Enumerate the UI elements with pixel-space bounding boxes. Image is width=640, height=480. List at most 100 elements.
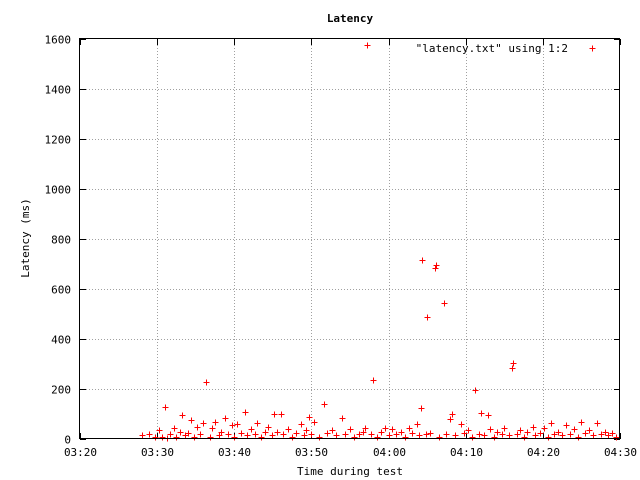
data-point — [436, 434, 443, 441]
data-point — [594, 420, 601, 427]
data-point — [432, 265, 439, 272]
data-point — [347, 426, 354, 433]
data-point — [582, 430, 589, 437]
data-point — [159, 434, 166, 441]
data-point — [324, 430, 331, 437]
legend-label: "latency.txt" using 1:2 — [416, 42, 568, 55]
data-point — [517, 427, 524, 434]
data-point — [234, 421, 241, 428]
data-point — [271, 411, 278, 418]
data-point — [551, 431, 558, 438]
y-tick-label: 600 — [51, 284, 71, 297]
data-point — [374, 434, 381, 441]
data-point — [203, 379, 210, 386]
data-point — [200, 420, 207, 427]
data-point — [362, 425, 369, 432]
y-tick-label: 1200 — [45, 134, 72, 147]
data-point — [398, 429, 405, 436]
y-tick-label: 1600 — [45, 34, 72, 47]
data-point — [329, 427, 336, 434]
data-point — [156, 427, 163, 434]
data-point — [501, 425, 508, 432]
data-point — [321, 401, 328, 408]
data-point — [443, 431, 450, 438]
data-point — [452, 432, 459, 439]
data-point — [609, 430, 616, 437]
data-point — [258, 434, 265, 441]
y-axis-label: Latency (ms) — [19, 198, 32, 277]
data-point — [308, 431, 315, 438]
data-point — [478, 410, 485, 417]
data-point — [449, 411, 456, 418]
data-point — [139, 432, 146, 439]
data-point — [548, 420, 555, 427]
data-point — [207, 434, 214, 441]
data-point — [499, 431, 506, 438]
data-point — [177, 429, 184, 436]
x-tick-label: 03:20 — [64, 446, 97, 459]
data-point — [485, 412, 492, 419]
x-tick-label: 03:50 — [295, 446, 328, 459]
data-point — [571, 426, 578, 433]
legend-marker-plus — [589, 45, 596, 52]
y-tick-label: 0 — [64, 434, 71, 447]
data-point — [242, 409, 249, 416]
x-axis-label: Time during test — [297, 465, 403, 478]
data-point — [465, 427, 472, 434]
y-tick-label: 400 — [51, 334, 71, 347]
data-point — [289, 434, 296, 441]
data-point — [280, 431, 287, 438]
data-point — [173, 434, 180, 441]
data-point — [469, 434, 476, 441]
data-point — [510, 360, 517, 367]
data-point — [238, 430, 245, 437]
data-point — [364, 42, 371, 49]
data-point — [146, 431, 153, 438]
data-point — [389, 426, 396, 433]
legend-marker-icon — [589, 45, 596, 52]
data-point — [537, 430, 544, 437]
data-point — [269, 432, 276, 439]
data-point — [285, 426, 292, 433]
data-point — [386, 432, 393, 439]
data-point — [197, 431, 204, 438]
data-point — [298, 421, 305, 428]
data-point — [360, 429, 367, 436]
data-point — [427, 430, 434, 437]
data-point — [229, 422, 236, 429]
data-point — [248, 426, 255, 433]
data-point — [316, 434, 323, 441]
data-point — [252, 431, 259, 438]
plot-frame — [79, 38, 620, 439]
data-point — [179, 412, 186, 419]
y-tick-label: 800 — [51, 234, 71, 247]
data-point — [602, 429, 609, 436]
data-point — [274, 429, 281, 436]
data-point — [532, 432, 539, 439]
x-tick-label: 04:00 — [373, 446, 406, 459]
data-point — [414, 421, 421, 428]
data-point — [222, 415, 229, 422]
legend: "latency.txt" using 1:2 — [416, 42, 596, 55]
data-point — [598, 431, 605, 438]
data-point — [481, 432, 488, 439]
data-point — [311, 419, 318, 426]
data-point — [254, 420, 261, 427]
data-point — [472, 387, 479, 394]
data-point — [393, 431, 400, 438]
data-point — [563, 422, 570, 429]
data-point — [293, 430, 300, 437]
data-point — [306, 414, 313, 421]
data-point — [509, 365, 516, 372]
x-tick-label: 04:20 — [527, 446, 560, 459]
data-point — [188, 417, 195, 424]
data-point — [586, 427, 593, 434]
data-point — [342, 431, 349, 438]
data-point — [559, 432, 566, 439]
data-point — [402, 434, 409, 441]
x-tick-label: 03:40 — [218, 446, 251, 459]
y-tick-label: 1400 — [45, 84, 72, 97]
data-point — [303, 427, 310, 434]
data-point — [416, 432, 423, 439]
data-point — [191, 434, 198, 441]
